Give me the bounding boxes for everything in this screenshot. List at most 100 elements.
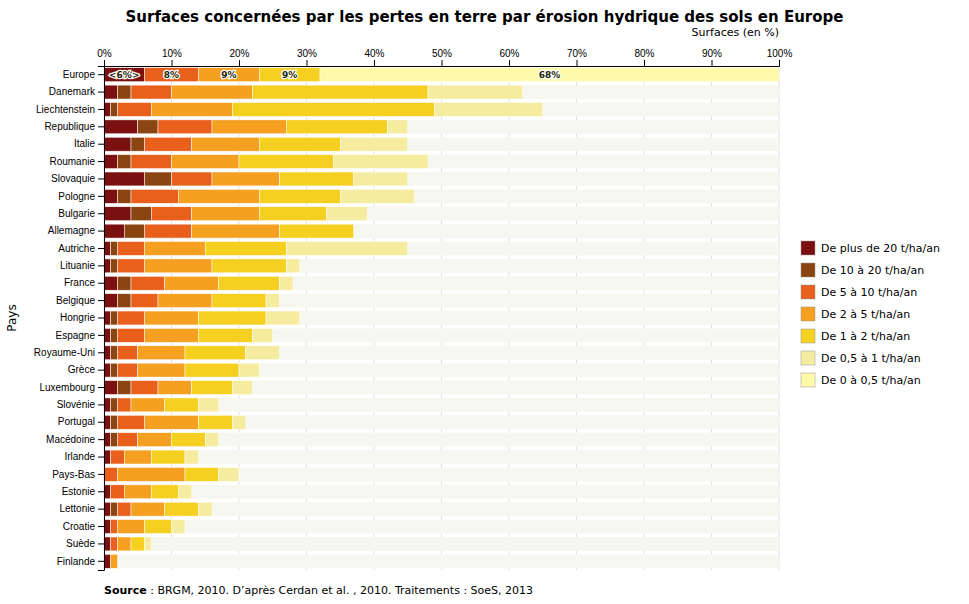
- bar: [117, 554, 118, 568]
- bar: [104, 242, 111, 256]
- tick-label: 40%: [364, 48, 384, 59]
- tick: Allemagne: [48, 225, 104, 236]
- tick-mark: [442, 60, 443, 66]
- bar: [131, 276, 165, 290]
- bar: [124, 224, 144, 238]
- bar: [104, 172, 145, 186]
- bar: [293, 276, 294, 290]
- bar: [124, 450, 151, 464]
- tick: 70%: [567, 48, 587, 66]
- bar: [158, 120, 212, 134]
- bar: [104, 433, 111, 447]
- x-axis: 0%10%20%30%40%50%60%70%80%90%100%: [97, 48, 792, 67]
- bar: [542, 102, 543, 116]
- bar: [131, 85, 172, 99]
- bar: [407, 172, 408, 186]
- bar: [185, 520, 186, 534]
- tick: Republique: [44, 121, 104, 132]
- legend-label: De 10 à 20 t/ha/an: [821, 264, 924, 277]
- tick-label: Italie: [74, 138, 96, 149]
- bar: [199, 311, 267, 325]
- bar: [165, 398, 199, 412]
- row-background: [104, 276, 779, 290]
- bar: [259, 137, 340, 151]
- bar: [151, 485, 178, 499]
- tick-mark: [98, 92, 104, 93]
- bar: [118, 311, 145, 325]
- tick-mark: [98, 387, 104, 388]
- row-background: [104, 467, 779, 481]
- bar: [118, 398, 132, 412]
- bar: [111, 554, 118, 568]
- legend-item: De 1 à 2 t/ha/an: [801, 329, 910, 343]
- bar: [428, 155, 429, 169]
- row-background: [104, 207, 779, 221]
- bar: [192, 207, 260, 221]
- tick: Lituanie: [60, 260, 104, 271]
- bar: [212, 502, 213, 516]
- annotation: 9%: [221, 70, 236, 80]
- bar: [435, 102, 543, 116]
- row-background: [104, 328, 779, 342]
- bar: [111, 363, 118, 377]
- bar: [104, 328, 111, 342]
- bar: [253, 85, 429, 99]
- title: Surfaces concernées par les pertes en te…: [126, 8, 844, 26]
- legend-label: De 5 à 10 t/ha/an: [821, 286, 917, 299]
- tick-label: Grèce: [68, 364, 96, 375]
- bar: [172, 520, 186, 534]
- tick: Slovénie: [57, 399, 104, 410]
- tick-mark: [98, 370, 104, 371]
- tick-mark: [98, 457, 104, 458]
- tick: Croatie: [63, 521, 104, 532]
- tick: Suède: [66, 538, 104, 549]
- bar: [104, 554, 111, 568]
- tick-mark: [98, 318, 104, 319]
- tick-mark: [98, 439, 104, 440]
- tick: Estonie: [62, 486, 104, 497]
- bar: [340, 189, 414, 203]
- bar: [199, 398, 219, 412]
- tick-label: 60%: [499, 48, 519, 59]
- tick-mark: [98, 231, 104, 232]
- bar: [266, 294, 280, 308]
- bar: [198, 450, 199, 464]
- tick: Belgique: [56, 295, 104, 306]
- bar: [104, 537, 111, 551]
- bar: [279, 294, 280, 308]
- bar: [118, 155, 132, 169]
- legend-swatch: [801, 373, 815, 387]
- bar: [111, 450, 125, 464]
- legend: De plus de 20 t/ha/anDe 10 à 20 t/ha/anD…: [801, 241, 940, 387]
- bar: [104, 467, 118, 481]
- legend-label: De 1 à 2 t/ha/an: [821, 330, 910, 343]
- legend-item: De 0 à 0,5 t/ha/an: [801, 373, 921, 387]
- tick-mark: [374, 60, 375, 66]
- bar: [104, 415, 111, 429]
- bar: [192, 137, 260, 151]
- bar: [239, 467, 240, 481]
- annotation: 68%: [539, 70, 561, 80]
- tick: Luxembourg: [39, 382, 104, 393]
- tick-label: Republique: [44, 121, 95, 132]
- bar: [104, 363, 111, 377]
- bar: [104, 189, 118, 203]
- bar: [104, 137, 131, 151]
- row-background: [104, 189, 779, 203]
- tick-label: Liechtenstein: [36, 104, 95, 115]
- tick-label: 70%: [567, 48, 587, 59]
- bar: [104, 450, 111, 464]
- bar: [104, 485, 111, 499]
- tick-label: Suède: [66, 538, 95, 549]
- tick-label: Espagne: [56, 330, 96, 341]
- bar: [218, 433, 219, 447]
- tick-mark: [98, 248, 104, 249]
- tick-label: Portugal: [58, 416, 95, 427]
- bar: [118, 433, 138, 447]
- bar: [117, 554, 118, 568]
- tick: Lettonie: [59, 503, 104, 514]
- bar: [118, 346, 138, 360]
- bar: [353, 224, 354, 238]
- tick-mark: [239, 60, 240, 66]
- bar: [131, 155, 172, 169]
